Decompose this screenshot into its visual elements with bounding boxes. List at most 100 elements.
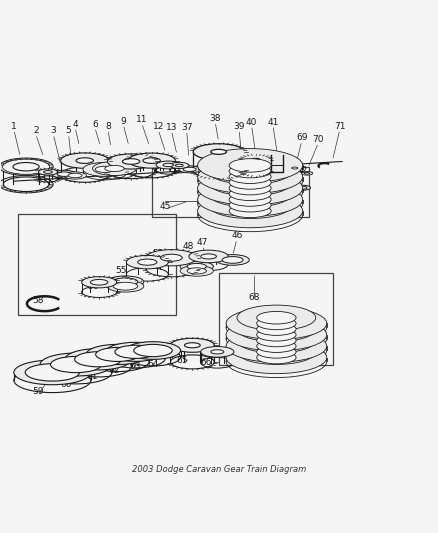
Ellipse shape [197,172,302,205]
Ellipse shape [226,342,326,374]
Ellipse shape [197,183,302,216]
Ellipse shape [187,268,206,274]
Ellipse shape [200,254,216,259]
Ellipse shape [226,308,326,340]
Text: 66: 66 [200,358,212,367]
Ellipse shape [229,170,271,183]
Ellipse shape [105,165,124,172]
Ellipse shape [169,163,188,168]
Ellipse shape [256,340,295,352]
Text: 67: 67 [283,360,295,369]
Ellipse shape [64,172,86,179]
Text: 43: 43 [288,165,299,174]
Ellipse shape [40,353,112,376]
Ellipse shape [229,193,271,206]
Ellipse shape [134,344,172,357]
Ellipse shape [160,254,182,261]
Text: 6: 6 [92,120,97,129]
Text: 63: 63 [130,362,141,371]
Text: 48: 48 [182,243,193,251]
Ellipse shape [226,330,326,362]
Ellipse shape [256,351,295,364]
Ellipse shape [283,188,290,191]
Text: 70: 70 [312,135,323,144]
Ellipse shape [237,317,315,342]
Ellipse shape [146,249,196,266]
Ellipse shape [92,161,136,175]
Ellipse shape [13,163,39,171]
Ellipse shape [106,342,165,361]
Ellipse shape [222,256,243,263]
Ellipse shape [256,328,295,341]
Text: 68: 68 [248,293,260,302]
Ellipse shape [290,188,298,190]
Ellipse shape [256,334,295,347]
Ellipse shape [155,161,180,169]
Ellipse shape [229,204,271,217]
Ellipse shape [0,158,53,175]
Text: 58: 58 [32,296,43,305]
Ellipse shape [210,350,223,354]
Ellipse shape [239,165,245,167]
Ellipse shape [237,305,315,330]
Ellipse shape [229,176,271,189]
Ellipse shape [208,158,291,184]
Ellipse shape [83,163,127,176]
Ellipse shape [175,164,183,167]
Ellipse shape [229,198,271,212]
Ellipse shape [81,277,117,288]
Ellipse shape [90,279,108,285]
Ellipse shape [122,159,140,164]
Ellipse shape [4,159,49,174]
Text: 11: 11 [135,116,147,124]
Ellipse shape [226,319,326,351]
Ellipse shape [229,187,271,200]
Ellipse shape [304,173,309,174]
Ellipse shape [256,317,295,330]
Text: 45: 45 [159,201,170,211]
Ellipse shape [197,149,302,182]
Ellipse shape [180,261,213,272]
Text: 38: 38 [209,114,220,123]
Text: 2: 2 [33,126,39,135]
Ellipse shape [287,166,301,170]
Ellipse shape [126,255,168,269]
Ellipse shape [229,181,271,195]
Text: 2003 Dodge Caravan Gear Train Diagram: 2003 Dodge Caravan Gear Train Diagram [132,465,306,474]
Ellipse shape [237,328,315,353]
Ellipse shape [107,280,144,292]
Ellipse shape [241,155,269,164]
Text: 65: 65 [176,356,187,365]
Text: 60: 60 [60,380,72,389]
Text: 53: 53 [152,249,164,258]
Ellipse shape [229,159,271,172]
Ellipse shape [3,159,49,174]
Text: 12: 12 [152,122,163,131]
Ellipse shape [298,187,306,189]
Ellipse shape [113,278,138,286]
Ellipse shape [188,250,228,263]
Text: 47: 47 [196,238,207,247]
Ellipse shape [113,282,138,290]
Text: 8: 8 [105,122,110,131]
Ellipse shape [256,323,295,335]
Ellipse shape [193,144,244,160]
Text: 62: 62 [109,366,120,375]
Text: 71: 71 [333,122,345,131]
Ellipse shape [107,154,154,169]
Ellipse shape [138,259,156,265]
Ellipse shape [50,357,101,373]
Ellipse shape [107,276,144,288]
Ellipse shape [115,345,155,358]
Ellipse shape [208,181,291,207]
Text: 54: 54 [131,257,142,266]
Ellipse shape [280,188,293,191]
Ellipse shape [229,164,271,178]
Text: 37: 37 [180,123,192,132]
Ellipse shape [215,255,249,265]
Ellipse shape [184,343,200,348]
Ellipse shape [208,192,291,219]
Text: 5: 5 [66,126,71,135]
Ellipse shape [76,158,93,164]
Ellipse shape [128,153,175,168]
